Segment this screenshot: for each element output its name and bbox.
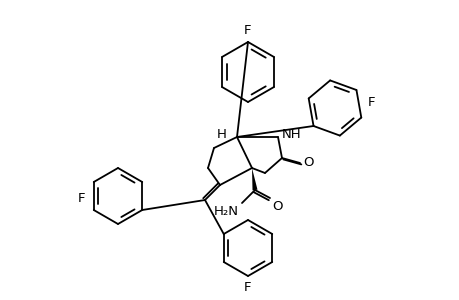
Text: O: O: [271, 200, 282, 213]
Text: H₂N: H₂N: [213, 205, 239, 218]
Text: O: O: [302, 157, 313, 169]
Text: H: H: [217, 128, 226, 140]
Polygon shape: [252, 168, 257, 190]
Text: F: F: [244, 24, 251, 37]
Text: F: F: [77, 191, 85, 205]
Text: F: F: [367, 95, 375, 109]
Text: NH: NH: [281, 128, 301, 140]
Text: F: F: [244, 281, 251, 294]
